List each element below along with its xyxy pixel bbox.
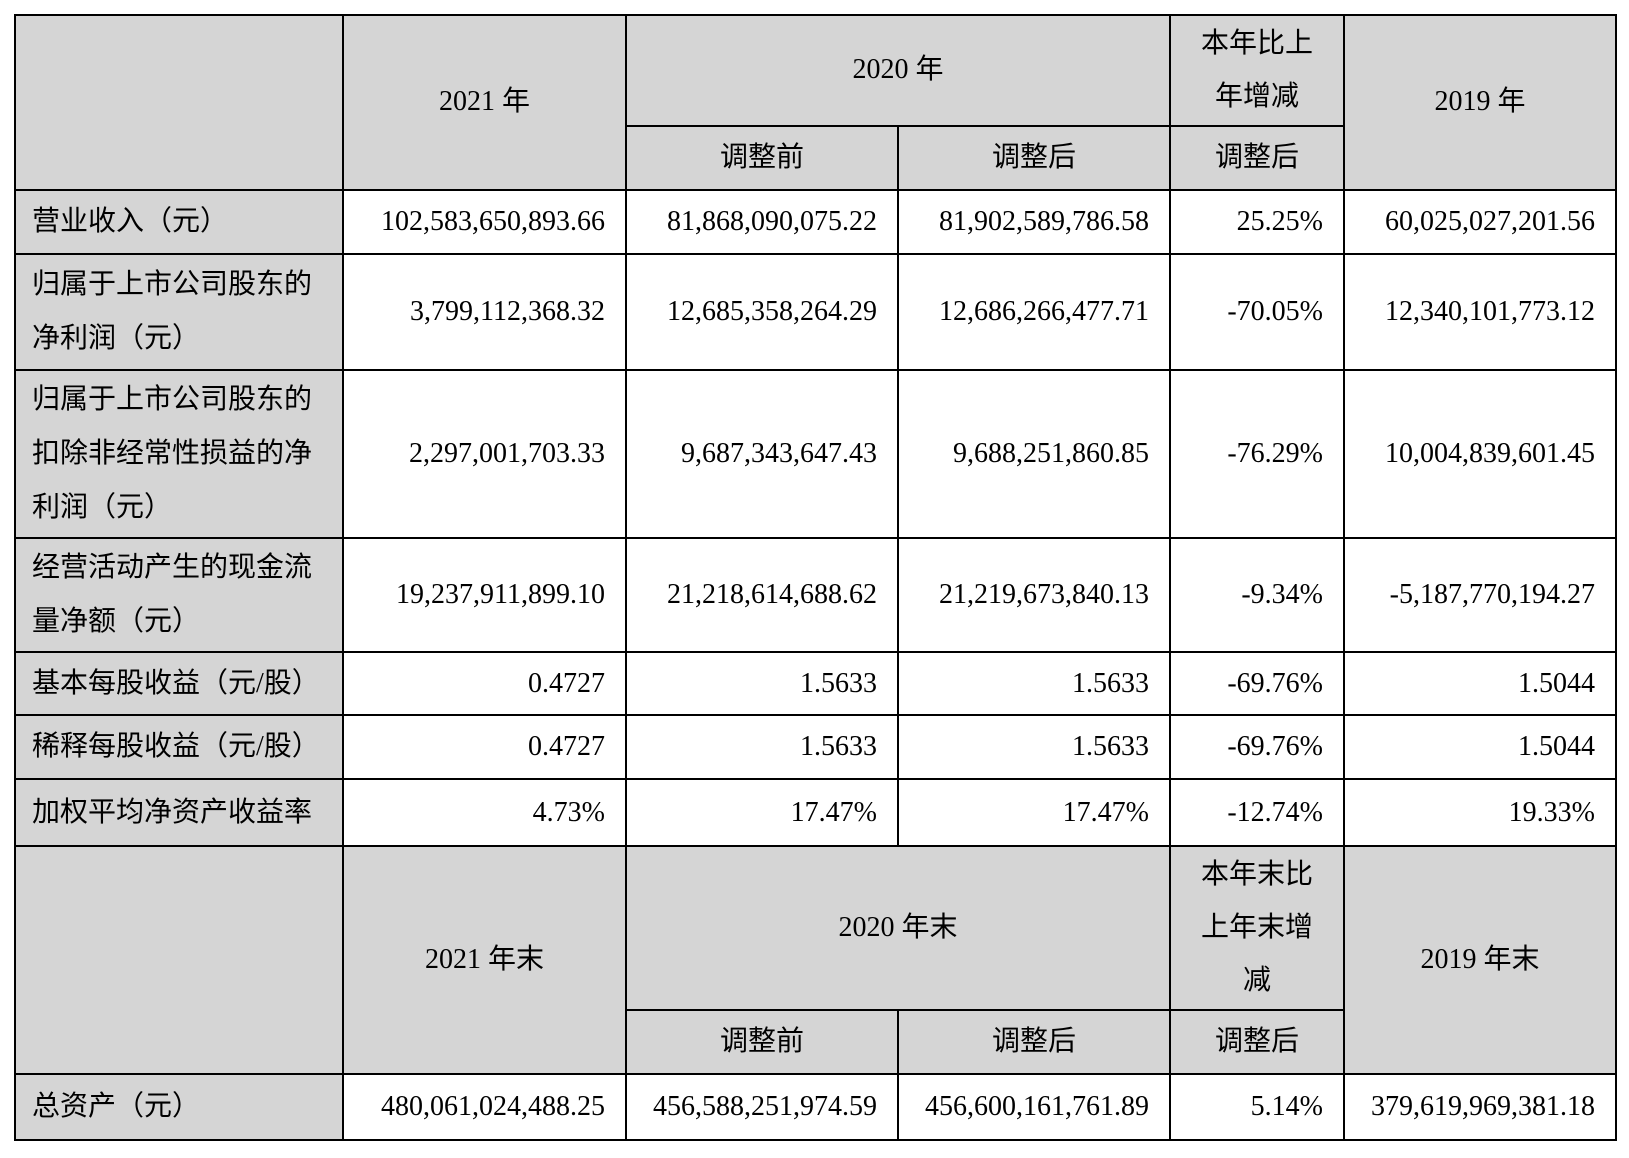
cell-2020-post: 12,686,266,477.71 (897, 253, 1171, 372)
cell-2020-post: 9,688,251,860.85 (897, 369, 1171, 540)
cell-2019: -5,187,770,194.27 (1343, 537, 1617, 654)
header-corner-2 (14, 845, 344, 1076)
cell-change: -9.34% (1169, 537, 1345, 654)
cell-2020-post: 81,902,589,786.58 (897, 189, 1171, 256)
cell-2019: 1.5044 (1343, 651, 1617, 717)
table-row-net-profit-excl-nonrecurring: 归属于上市公司股东的 扣除非经常性损益的净 利润（元） 2,297,001,70… (14, 369, 1617, 540)
row-label: 营业收入（元） (14, 189, 344, 256)
cell-2021: 2,297,001,703.33 (342, 369, 627, 540)
cell-2021: 4.73% (342, 778, 627, 848)
row-label: 归属于上市公司股东的 扣除非经常性损益的净 利润（元） (14, 369, 344, 540)
cell-change: -12.74% (1169, 778, 1345, 848)
table-row-total-assets: 总资产（元） 480,061,024,488.25 456,588,251,97… (14, 1073, 1617, 1142)
cell-2019: 1.5044 (1343, 714, 1617, 781)
cell-2020-post: 21,219,673,840.13 (897, 537, 1171, 654)
table-row-weighted-avg-roe: 加权平均净资产收益率 4.73% 17.47% 17.47% -12.74% 1… (14, 778, 1617, 848)
header-2021: 2021 年 (342, 13, 627, 192)
cell-change: -69.76% (1169, 651, 1345, 717)
row-label: 稀释每股收益（元/股） (14, 714, 344, 781)
cell-2020-post: 17.47% (897, 778, 1171, 848)
header-2020: 2020 年 (625, 13, 1171, 128)
cell-2020-pre: 12,685,358,264.29 (625, 253, 899, 372)
cell-2021: 0.4727 (342, 651, 627, 717)
cell-change: 25.25% (1169, 189, 1345, 256)
header-2019: 2019 年 (1343, 13, 1617, 192)
cell-2020-pre: 21,218,614,688.62 (625, 537, 899, 654)
cell-2019: 19.33% (1343, 778, 1617, 848)
row-label: 总资产（元） (14, 1073, 344, 1142)
header-2021-end: 2021 年末 (342, 845, 627, 1076)
row-label: 经营活动产生的现金流 量净额（元） (14, 537, 344, 654)
cell-2020-post: 1.5633 (897, 651, 1171, 717)
header-yoy-end-change: 本年末比 上年末增 减 (1169, 845, 1345, 1012)
table-row-net-profit: 归属于上市公司股东的 净利润（元） 3,799,112,368.32 12,68… (14, 253, 1617, 372)
header-row-year-end: 2021 年末 2020 年末 本年末比 上年末增 减 2019 年末 (14, 845, 1617, 1076)
header-pre-adjust-2: 调整前 (625, 1009, 899, 1076)
cell-2020-pre: 17.47% (625, 778, 899, 848)
row-label: 基本每股收益（元/股） (14, 651, 344, 717)
table-row-diluted-eps: 稀释每股收益（元/股） 0.4727 1.5633 1.5633 -69.76%… (14, 714, 1617, 781)
cell-2021: 102,583,650,893.66 (342, 189, 627, 256)
cell-2020-post: 1.5633 (897, 714, 1171, 781)
cell-change: -70.05% (1169, 253, 1345, 372)
cell-2020-post: 456,600,161,761.89 (897, 1073, 1171, 1142)
cell-2020-pre: 9,687,343,647.43 (625, 369, 899, 540)
header-row-adjust-1: 调整前 调整后 调整后 (15, 125, 1616, 192)
cell-2021: 480,061,024,488.25 (342, 1073, 627, 1142)
cell-2019: 12,340,101,773.12 (1343, 253, 1617, 372)
header-pre-adjust: 调整前 (625, 125, 899, 192)
header-row-adjust-2: 调整前 调整后 调整后 (15, 1009, 1616, 1076)
cell-2020-pre: 456,588,251,974.59 (625, 1073, 899, 1142)
header-change-post-adjust: 调整后 (1169, 125, 1345, 192)
cell-2019: 60,025,027,201.56 (1343, 189, 1617, 256)
header-row-year-1: 2021 年 2020 年 本年比上 年增减 2019 年 (14, 13, 1617, 192)
header-corner (14, 13, 344, 192)
table-row-basic-eps: 基本每股收益（元/股） 0.4727 1.5633 1.5633 -69.76%… (14, 651, 1617, 717)
cell-2019: 10,004,839,601.45 (1343, 369, 1617, 540)
cell-2021: 19,237,911,899.10 (342, 537, 627, 654)
cell-2020-pre: 81,868,090,075.22 (625, 189, 899, 256)
cell-change: -69.76% (1169, 714, 1345, 781)
cell-2020-pre: 1.5633 (625, 714, 899, 781)
cell-change: 5.14% (1169, 1073, 1345, 1142)
header-yoy-change: 本年比上 年增减 (1169, 13, 1345, 128)
header-2019-end: 2019 年末 (1343, 845, 1617, 1076)
header-post-adjust-2: 调整后 (897, 1009, 1171, 1076)
cell-2021: 3,799,112,368.32 (342, 253, 627, 372)
row-label: 加权平均净资产收益率 (14, 778, 344, 848)
table-row-operating-cash-flow: 经营活动产生的现金流 量净额（元） 19,237,911,899.10 21,2… (14, 537, 1617, 654)
table-row-revenue: 营业收入（元） 102,583,650,893.66 81,868,090,07… (14, 189, 1617, 256)
cell-2021: 0.4727 (342, 714, 627, 781)
header-change-post-adjust-2: 调整后 (1169, 1009, 1345, 1076)
financial-summary-table: 2021 年 2020 年 本年比上 年增减 2019 年 调整前 调整后 调整… (14, 13, 1617, 1142)
cell-change: -76.29% (1169, 369, 1345, 540)
cell-2020-pre: 1.5633 (625, 651, 899, 717)
row-label: 归属于上市公司股东的 净利润（元） (14, 253, 344, 372)
header-post-adjust: 调整后 (897, 125, 1171, 192)
cell-2019: 379,619,969,381.18 (1343, 1073, 1617, 1142)
header-2020-end: 2020 年末 (625, 845, 1171, 1012)
